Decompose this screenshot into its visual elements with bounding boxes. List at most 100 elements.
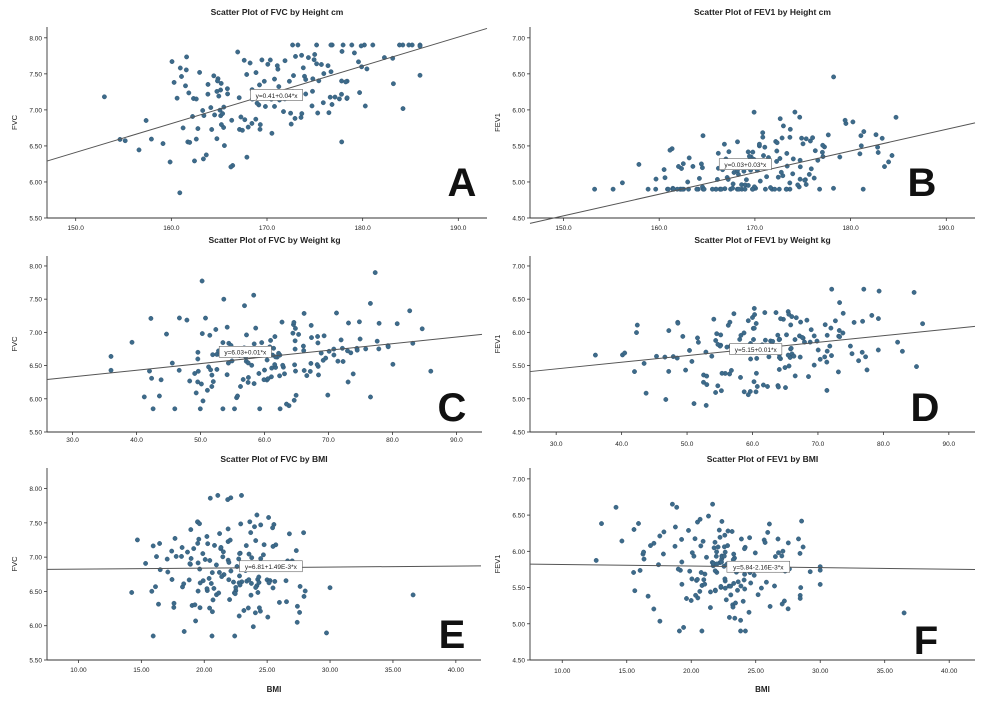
scatter-point xyxy=(221,296,227,302)
scatter-point xyxy=(253,325,259,331)
y-tick-label: 6.00 xyxy=(512,330,525,337)
scatter-point xyxy=(207,495,213,501)
scatter-point xyxy=(634,322,640,328)
scatter-point xyxy=(200,108,206,113)
scatter-point xyxy=(763,337,768,343)
scatter-point xyxy=(321,333,327,339)
scatter-point xyxy=(701,379,706,385)
scatter-point xyxy=(169,360,175,366)
fit-line xyxy=(529,122,976,224)
scatter-point xyxy=(173,554,179,559)
scatter-point xyxy=(297,584,303,589)
scatter-point xyxy=(210,597,216,603)
scatter-point xyxy=(753,389,759,395)
scatter-point xyxy=(698,543,704,549)
scatter-point xyxy=(695,335,700,341)
scatter-point xyxy=(216,93,222,99)
scatter-point xyxy=(286,531,292,537)
scatter-point xyxy=(209,127,215,132)
scatter-point xyxy=(858,133,864,139)
scatter-point xyxy=(882,164,887,170)
scatter-point xyxy=(645,593,651,599)
scatter-point xyxy=(860,186,866,192)
scatter-point xyxy=(742,586,748,592)
scatter-point xyxy=(815,347,821,353)
scatter-point xyxy=(269,130,275,136)
scatter-point xyxy=(733,600,738,606)
scatter-point xyxy=(777,355,782,360)
scatter-point xyxy=(700,538,706,544)
scatter-point xyxy=(653,176,659,182)
scatter-point xyxy=(218,81,224,86)
scatter-point xyxy=(768,185,773,191)
scatter-point xyxy=(205,82,211,87)
scatter-point xyxy=(312,52,318,57)
scatter-point xyxy=(787,126,793,132)
x-tick-label: 10.00 xyxy=(554,668,571,675)
scatter-point xyxy=(345,348,350,354)
scatter-point xyxy=(328,42,334,48)
x-tick-label: 40.00 xyxy=(448,667,465,674)
scatter-point xyxy=(620,180,625,186)
scatter-point xyxy=(204,387,210,393)
x-tick-label: 25.00 xyxy=(259,667,276,674)
scatter-point xyxy=(134,537,140,543)
scatter-point xyxy=(248,581,254,586)
scatter-point xyxy=(195,349,201,355)
scatter-point xyxy=(713,338,719,343)
scatter-point xyxy=(726,149,732,155)
scatter-point xyxy=(752,550,758,556)
scatter-point xyxy=(164,331,169,337)
scatter-point xyxy=(252,524,257,530)
scatter-point xyxy=(779,135,785,141)
scatter-point xyxy=(829,353,834,358)
chart-panel-d: Scatter Plot of FEV1 by Weight kg 4.50 5.0… xyxy=(493,235,976,448)
scatter-point xyxy=(683,367,688,373)
scatter-point xyxy=(836,328,842,333)
scatter-point xyxy=(920,321,925,327)
scatter-point xyxy=(314,42,319,48)
y-tick-label: 6.50 xyxy=(29,589,42,596)
y-tick-label: 7.00 xyxy=(29,555,42,562)
scatter-point xyxy=(895,339,900,345)
scatter-point xyxy=(270,544,276,549)
scatter-point xyxy=(214,136,220,142)
scatter-point xyxy=(762,540,768,545)
scatter-point xyxy=(147,368,152,374)
scatter-point xyxy=(301,348,307,353)
scatter-point xyxy=(825,132,831,138)
scatter-point xyxy=(169,59,175,64)
scatter-point xyxy=(704,382,710,387)
x-tick-label: 50.0 xyxy=(681,441,694,448)
x-tick-label: 150.0 xyxy=(68,225,85,232)
scatter-point xyxy=(613,504,619,510)
scatter-point xyxy=(187,561,193,567)
scatter-point xyxy=(244,154,250,160)
scatter-point xyxy=(703,402,709,408)
scatter-point xyxy=(747,389,753,394)
scatter-point xyxy=(181,581,187,587)
chart-title: Scatter Plot of FVC by Height cm xyxy=(211,7,344,17)
scatter-point xyxy=(824,348,830,354)
scatter-point xyxy=(746,609,752,615)
scatter-point xyxy=(776,367,782,372)
scatter-point xyxy=(291,397,297,403)
scatter-point xyxy=(200,156,206,162)
scatter-point xyxy=(299,52,304,58)
scatter-point xyxy=(722,532,728,538)
scatter-point xyxy=(651,606,657,612)
scatter-point xyxy=(761,382,766,388)
scatter-point xyxy=(225,526,231,532)
scatter-point xyxy=(752,312,757,317)
scatter-point xyxy=(739,536,744,542)
scatter-point xyxy=(687,347,692,353)
scatter-point xyxy=(400,106,406,112)
scatter-point xyxy=(292,325,298,331)
scatter-point xyxy=(828,325,834,331)
scatter-point xyxy=(777,116,783,122)
scatter-point xyxy=(251,292,257,298)
scatter-point xyxy=(282,371,287,377)
scatter-point xyxy=(744,177,749,183)
x-tick-label: 180.0 xyxy=(355,225,372,232)
scatter-point xyxy=(301,368,307,373)
